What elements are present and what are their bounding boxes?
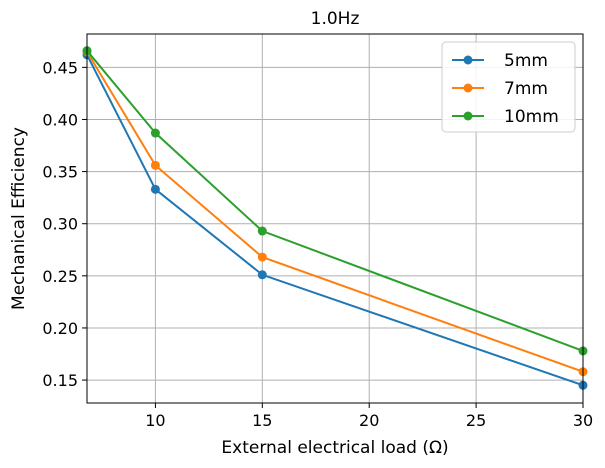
data-point	[257, 270, 267, 280]
series-line	[86, 50, 584, 352]
legend-marker	[463, 55, 473, 65]
legend-label: 7mm	[504, 79, 548, 99]
data-point	[257, 226, 267, 236]
x-tick-label: 15	[252, 411, 272, 430]
x-tick-label: 30	[573, 411, 593, 430]
data-point	[150, 184, 160, 194]
legend-marker	[463, 83, 473, 93]
y-tick-label: 0.40	[42, 110, 78, 129]
legend-item: 10mm	[452, 107, 559, 127]
legend: 5mm 7mm 10mm	[441, 41, 576, 133]
y-tick-label: 0.20	[42, 319, 78, 338]
data-point	[150, 128, 160, 138]
x-tick-label: 25	[466, 411, 486, 430]
y-tick-label: 0.45	[42, 58, 78, 77]
y-axis-label: Mechanical Efficiency	[9, 127, 29, 310]
x-tick-label: 20	[359, 411, 379, 430]
series-layer	[82, 46, 588, 390]
y-tick-label: 0.25	[42, 267, 78, 286]
legend-label: 5mm	[504, 51, 548, 71]
series-line	[86, 54, 584, 387]
y-tick-label: 0.30	[42, 215, 78, 234]
chart-title: 1.0Hz	[311, 9, 360, 29]
y-tick-label: 0.15	[42, 371, 78, 390]
y-tick-label: 0.35	[42, 163, 78, 182]
plot-frame	[86, 33, 584, 404]
legend-item: 7mm	[452, 79, 548, 99]
legend-box	[441, 41, 576, 133]
legend-label: 10mm	[504, 107, 559, 127]
legend-item: 5mm	[452, 51, 548, 71]
ticks: 10 15 20 25 30 0.15 0.20 0.25 0.30 0.35 0.40 0.45	[42, 58, 593, 430]
data-point	[257, 252, 267, 262]
data-point	[150, 160, 160, 170]
series-line	[86, 51, 584, 373]
legend-marker	[463, 111, 473, 121]
x-axis-label: External electrical load (Ω)	[221, 438, 448, 458]
x-tick-label: 10	[145, 411, 165, 430]
